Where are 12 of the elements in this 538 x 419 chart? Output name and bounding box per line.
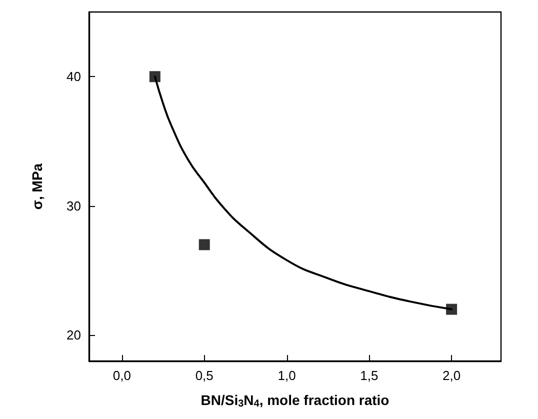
x-tick-label: 2,0: [442, 368, 461, 383]
y-tick-label: 20: [66, 328, 81, 343]
y-tick-label: 30: [66, 198, 81, 214]
x-tick-label: 1,5: [360, 368, 378, 383]
y-tick-label: 40: [66, 69, 81, 84]
x-tick-label: 0,5: [195, 368, 214, 383]
point: [446, 304, 458, 315]
point: [198, 239, 210, 250]
x-tick-label: 1,0: [278, 368, 296, 383]
y-axis-title: σ, MPa: [29, 163, 45, 210]
point: [149, 71, 160, 82]
x-tick-label: 0,0: [112, 368, 131, 383]
